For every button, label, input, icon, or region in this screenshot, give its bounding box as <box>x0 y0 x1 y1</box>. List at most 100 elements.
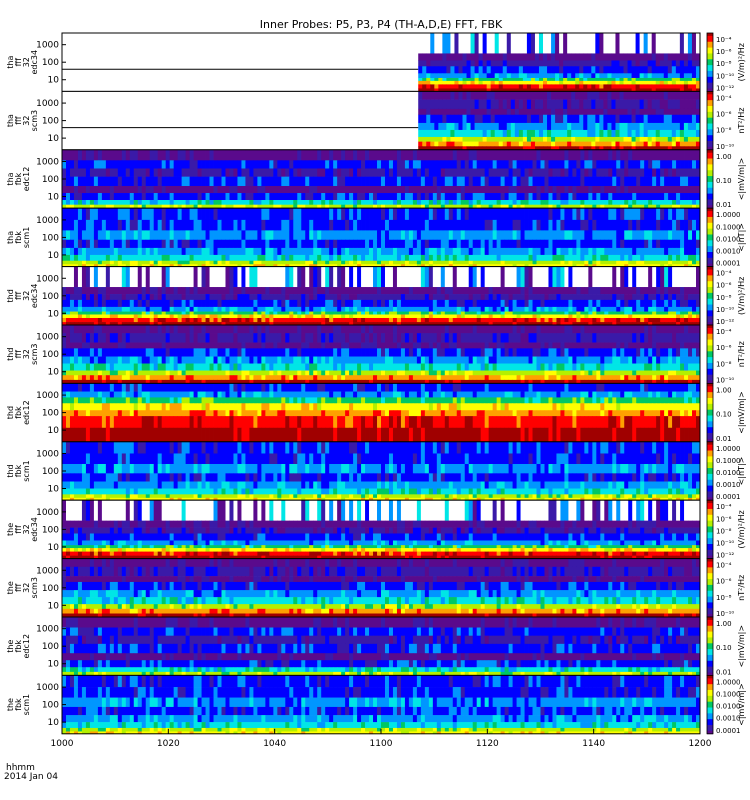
spectrogram-cell <box>85 176 91 187</box>
spectrogram-cell <box>452 247 458 256</box>
spectrogram-cell <box>587 108 592 116</box>
spectrogram-cell <box>97 311 103 315</box>
spectrogram-cell <box>691 108 697 116</box>
spectrogram-cell <box>655 141 661 147</box>
spectrogram-cell <box>221 149 226 161</box>
spectrogram-cell <box>153 186 159 194</box>
spectrogram-cell <box>639 129 645 138</box>
spectrogram-cell <box>113 230 119 241</box>
spectrogram-cell <box>526 114 532 124</box>
spectrogram-cell <box>392 230 398 241</box>
spectrogram-cell <box>273 204 278 209</box>
spectrogram-cell <box>365 219 370 231</box>
spectrogram-cell <box>612 160 617 169</box>
spectrogram-cell <box>559 91 564 100</box>
spectrogram-cell <box>257 294 262 301</box>
spectrogram-cell <box>643 146 649 151</box>
spectrogram-cell <box>679 122 685 131</box>
spectrogram-cell <box>512 260 517 265</box>
spectrogram-cell <box>281 239 286 249</box>
spectrogram-cell <box>588 208 593 221</box>
spectrogram-cell <box>273 230 278 241</box>
spectrogram-cell <box>560 193 565 201</box>
spectrogram-cell <box>518 91 524 100</box>
spectrogram-cell <box>579 33 584 54</box>
spectrogram-cell <box>253 149 258 161</box>
spectrogram-cell <box>181 230 187 241</box>
spectrogram-cell <box>81 266 87 288</box>
spectrogram-cell <box>446 84 451 89</box>
spectrogram-cell <box>612 254 617 262</box>
spectrogram-cell <box>512 200 517 205</box>
spectrogram-cell <box>337 230 342 241</box>
spectrogram-cell <box>141 311 147 315</box>
spectrogram-cell <box>293 204 298 209</box>
spectrogram-cell <box>691 146 697 151</box>
spectrogram-cell <box>257 193 262 201</box>
spectrogram-cell <box>450 141 455 147</box>
spectrogram-cell <box>109 149 115 161</box>
spectrogram-cell <box>508 266 513 288</box>
colorbar-cell <box>707 124 713 127</box>
spectrogram-cell <box>514 91 520 100</box>
spectrogram-cell <box>514 88 520 92</box>
spectrogram-cell <box>217 299 222 308</box>
spectrogram-cell <box>486 122 492 131</box>
spectrogram-cell <box>209 239 214 249</box>
spectrogram-cell <box>65 204 71 209</box>
spectrogram-cell <box>277 247 282 256</box>
spectrogram-cell <box>444 306 450 312</box>
spectrogram-cell <box>599 60 604 67</box>
spectrogram-cell <box>543 77 548 82</box>
spectrogram-cell <box>571 129 576 138</box>
colorbar-cell <box>707 256 713 259</box>
spectrogram-cell <box>498 91 504 100</box>
spectrogram-cell <box>297 230 302 241</box>
spectrogram-cell <box>520 299 525 308</box>
spectrogram-cell <box>317 299 322 308</box>
spectrogram-cell <box>504 186 509 194</box>
spectrogram-cell <box>564 186 569 194</box>
spectrogram-cell <box>510 99 516 110</box>
spectrogram-cell <box>145 299 151 308</box>
spectrogram-cell <box>644 230 649 241</box>
spectrogram-cell <box>448 266 454 288</box>
spectrogram-cell <box>309 186 314 194</box>
spectrogram-cell <box>556 260 561 265</box>
spectrogram-cell <box>97 193 103 201</box>
spectrogram-cell <box>113 306 119 312</box>
colorbar-cell <box>707 199 713 202</box>
spectrogram-cell <box>620 266 625 288</box>
spectrogram-cell <box>257 254 262 262</box>
spectrogram-cell <box>225 193 230 201</box>
spectrogram-cell <box>604 254 609 262</box>
spectrogram-cell <box>442 84 447 89</box>
spectrogram-cell <box>644 299 649 308</box>
spectrogram-cell <box>504 311 509 315</box>
spectrogram-cell <box>440 186 446 194</box>
spectrogram-cell <box>696 204 701 209</box>
spectrogram-cell <box>652 266 657 288</box>
spectrogram-cell <box>436 230 442 241</box>
spectrogram-cell <box>688 219 693 231</box>
spectrogram-cell <box>516 287 521 295</box>
colorbar-cell <box>707 190 713 193</box>
spectrogram-cell <box>623 53 628 61</box>
spectrogram-cell <box>636 193 641 201</box>
spectrogram-cell <box>563 33 568 54</box>
spectrogram-cell <box>420 160 426 169</box>
spectrogram-cell <box>420 168 426 177</box>
spectrogram-cell <box>568 208 573 221</box>
spectrogram-cell <box>684 168 689 177</box>
spectrogram-cell <box>498 84 504 89</box>
spectrogram-cell <box>113 160 119 169</box>
spectrogram-cell <box>544 204 549 209</box>
spectrogram-cell <box>486 136 492 142</box>
spectrogram-cell <box>647 53 653 61</box>
spectrogram-cell <box>241 160 246 169</box>
spectrogram-cell <box>377 306 382 312</box>
spectrogram-cell <box>643 129 649 138</box>
spectrogram-cell <box>555 136 560 142</box>
spectrogram-cell <box>510 66 516 74</box>
spectrogram-cell <box>157 168 163 177</box>
